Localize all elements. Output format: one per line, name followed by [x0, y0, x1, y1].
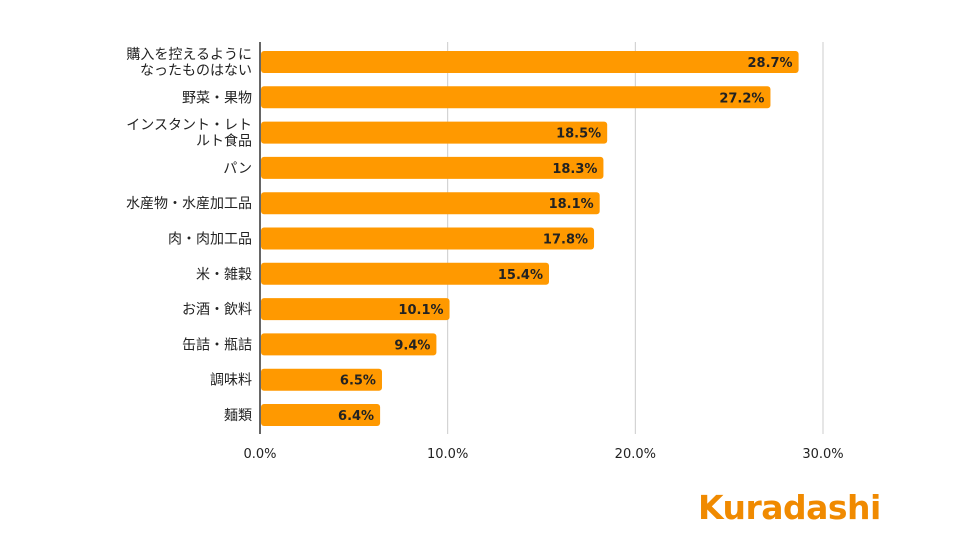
x-tick-label: 0.0%	[243, 447, 276, 462]
bar	[261, 404, 381, 426]
category-label: 缶詰・瓶詰	[182, 337, 252, 353]
bar	[261, 51, 799, 73]
x-tick-label: 10.0%	[427, 447, 468, 462]
bar-value-label: 28.7%	[747, 56, 792, 71]
bar	[261, 262, 550, 285]
category-label-line: 調味料	[210, 373, 252, 389]
bar-value-label: 15.4%	[498, 268, 543, 283]
bar	[261, 333, 437, 356]
bar-value-label: 6.5%	[340, 374, 376, 389]
category-label: 水産物・水産加工品	[126, 196, 252, 212]
category-label-line: 米・雑穀	[196, 267, 252, 283]
category-label-line: 購入を控えるように	[126, 47, 252, 63]
bar	[261, 192, 600, 215]
category-label-line: パン	[223, 161, 252, 177]
category-label: 購入を控えるようになったものはない	[126, 47, 252, 79]
bar-value-label: 17.8%	[543, 233, 588, 248]
category-label-line: 缶詰・瓶詰	[182, 337, 252, 353]
bars	[261, 51, 799, 426]
category-label: 肉・肉加工品	[168, 232, 252, 248]
category-label-line: 麺類	[224, 408, 252, 424]
bar-value-label: 27.2%	[719, 91, 764, 106]
bar-value-label: 18.1%	[549, 197, 594, 212]
category-label-line: インスタント・レト	[126, 118, 252, 134]
category-label: 野菜・果物	[182, 90, 252, 106]
category-label-line: 野菜・果物	[182, 90, 252, 106]
category-label: 調味料	[210, 373, 252, 389]
category-label-line: 水産物・水産加工品	[126, 196, 252, 212]
bar-value-label: 10.1%	[398, 303, 443, 318]
bar-value-label: 6.4%	[338, 409, 374, 424]
x-tick-label: 30.0%	[802, 447, 843, 462]
kuradashi-logo: Kuradashi	[698, 488, 881, 527]
category-label: お酒・飲料	[182, 302, 252, 318]
category-label: インスタント・レトルト食品	[126, 118, 252, 150]
bar	[261, 121, 608, 144]
bar	[261, 368, 382, 391]
category-label: 米・雑穀	[196, 267, 252, 283]
bar-value-label: 9.4%	[394, 338, 430, 353]
category-label-line: なったものはない	[140, 63, 252, 79]
category-label: 麺類	[224, 408, 252, 424]
bar-value-label: 18.5%	[556, 127, 601, 142]
labels: 0.0% 10.0% 20.0% 30.0% 28.7% 購入を控えるようになったものはな…	[126, 47, 844, 462]
bar	[261, 156, 604, 179]
category-label-line: ルト食品	[196, 133, 252, 150]
bar	[261, 298, 450, 321]
bar	[261, 86, 771, 109]
category-label-line: 肉・肉加工品	[168, 232, 252, 248]
category-label: パン	[223, 161, 252, 177]
x-tick-label: 20.0%	[615, 447, 656, 462]
bar	[261, 227, 595, 250]
category-label-line: お酒・飲料	[182, 302, 252, 318]
bar-value-label: 18.3%	[552, 162, 597, 177]
